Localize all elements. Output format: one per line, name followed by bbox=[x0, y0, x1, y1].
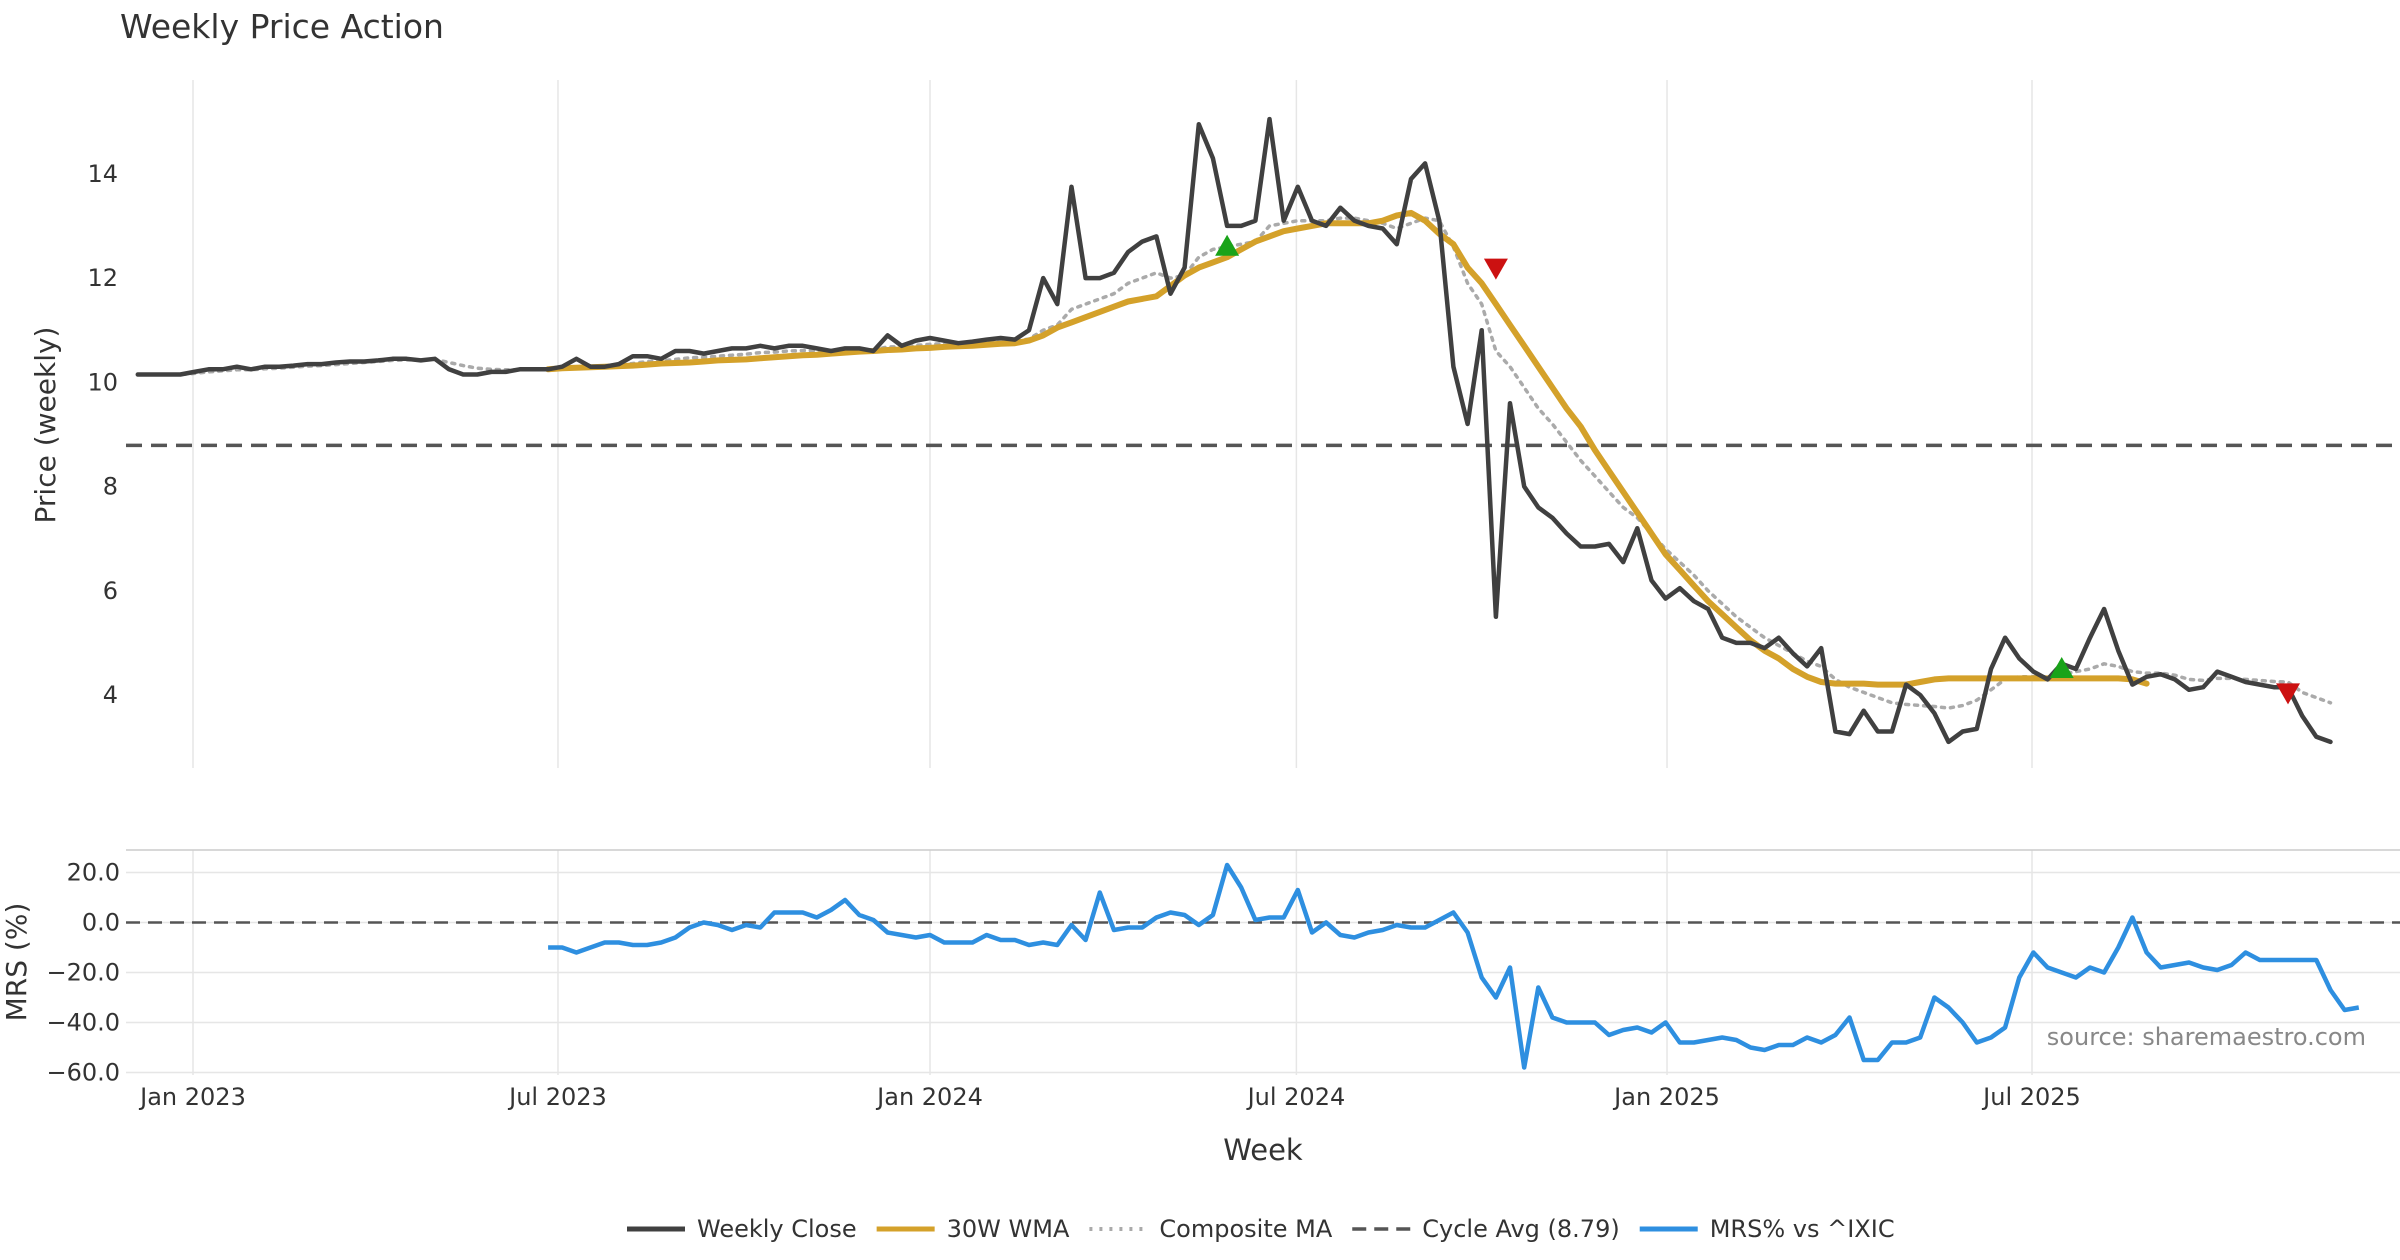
buy-signal-0 bbox=[1215, 234, 1240, 256]
x-axis-label: Week bbox=[1223, 1133, 1303, 1167]
series-close bbox=[135, 116, 2333, 745]
grid-lines bbox=[126, 80, 2400, 1075]
xtick-0: Jan 2023 bbox=[138, 1083, 246, 1111]
legend-item-composite: Composite MA bbox=[1089, 1215, 1333, 1243]
mrs-ytick-0: −60.0 bbox=[46, 1059, 120, 1087]
legend: Weekly Close 30W WMA Composite MA Cycle Avg… bbox=[627, 1215, 1895, 1243]
buy-signal-2 bbox=[2049, 657, 2074, 678]
cycle-avg-group bbox=[126, 443, 2400, 924]
mrs-ytick-2: −20.0 bbox=[46, 959, 120, 987]
legend-label-mrs: MRS% vs ^IXIC bbox=[1710, 1215, 1895, 1243]
price-ytick-2: 8 bbox=[103, 473, 118, 501]
legend-item-wma: 30W WMA bbox=[876, 1215, 1070, 1243]
legend-item-cycle: Cycle Avg (8.79) bbox=[1352, 1215, 1620, 1243]
mrs-y-axis-label: MRS (%) bbox=[0, 903, 33, 1022]
price-ytick-5: 14 bbox=[87, 160, 118, 188]
price-ytick-0: 4 bbox=[103, 681, 118, 709]
price-y-axis-label: Price (weekly) bbox=[29, 327, 62, 524]
mrs-ytick-4: 20.0 bbox=[67, 859, 120, 887]
series-group bbox=[135, 116, 2360, 1070]
xtick-2: Jan 2024 bbox=[875, 1083, 983, 1111]
series-wma bbox=[545, 209, 2150, 688]
series-mrs bbox=[548, 862, 2360, 1070]
price-ytick-1: 6 bbox=[103, 577, 118, 605]
price-ytick-3: 10 bbox=[87, 368, 118, 396]
tick-labels: 4 6 8 10 12 14 −60.0 −40.0 −20.0 0.0 20.0 Jan 2023 J… bbox=[46, 160, 2080, 1111]
legend-item-close: Weekly Close bbox=[627, 1215, 857, 1243]
source-annotation: source: sharemaestro.com bbox=[2047, 1023, 2366, 1051]
legend-label-cycle: Cycle Avg (8.79) bbox=[1422, 1215, 1619, 1243]
mrs-ytick-1: −40.0 bbox=[46, 1009, 120, 1037]
price-ytick-4: 12 bbox=[87, 264, 118, 292]
xtick-1: Jul 2023 bbox=[507, 1083, 607, 1111]
legend-label-close: Weekly Close bbox=[697, 1215, 857, 1243]
legend-item-mrs: MRS% vs ^IXIC bbox=[1639, 1215, 1895, 1243]
xtick-3: Jul 2024 bbox=[1246, 1083, 1346, 1111]
chart-title: Weekly Price Action bbox=[120, 7, 444, 46]
mrs-ytick-3: 0.0 bbox=[82, 909, 120, 937]
signals-group bbox=[1215, 234, 2300, 705]
sell-signal-1 bbox=[1483, 258, 1508, 280]
xtick-4: Jan 2025 bbox=[1612, 1083, 1720, 1111]
series-composite bbox=[136, 216, 2333, 710]
sell-signal-3 bbox=[2276, 683, 2300, 705]
xtick-5: Jul 2025 bbox=[1981, 1083, 2081, 1111]
legend-label-composite: Composite MA bbox=[1159, 1215, 1332, 1243]
legend-label-wma: 30W WMA bbox=[947, 1215, 1070, 1243]
